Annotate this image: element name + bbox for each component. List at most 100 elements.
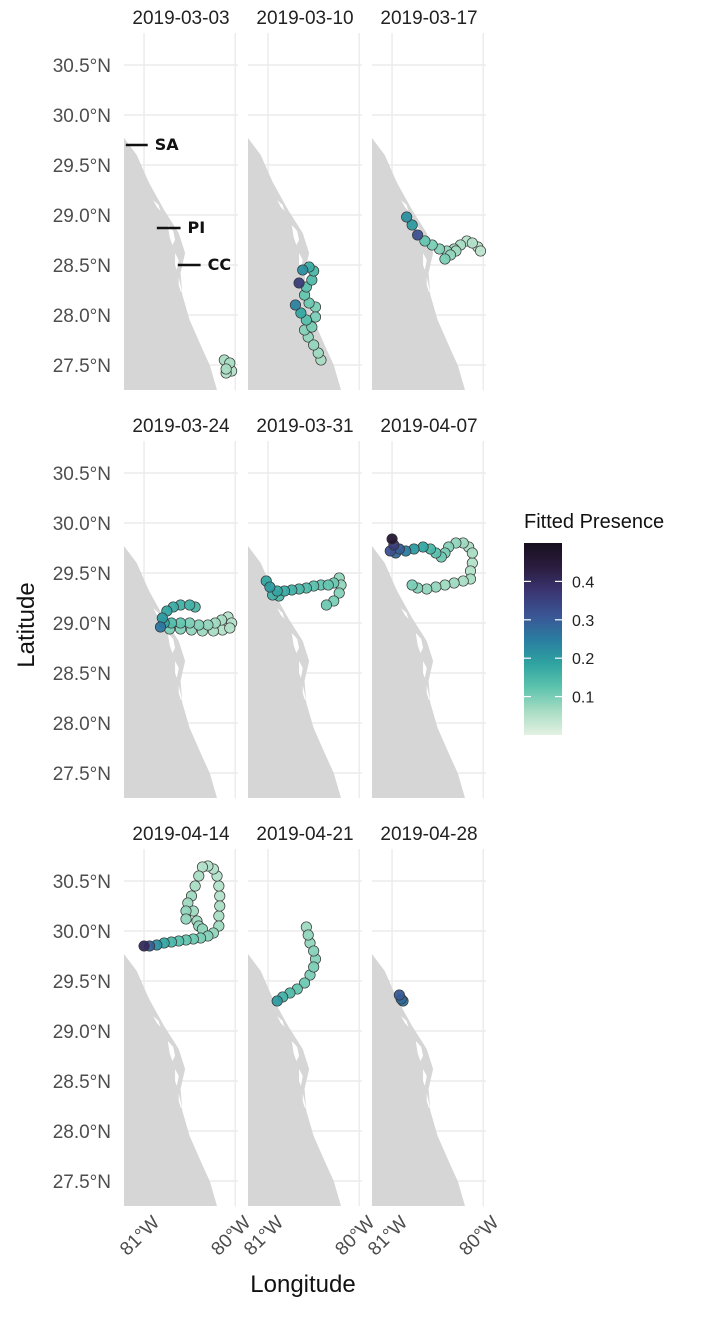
coastline-land [248,954,342,1206]
track-point [193,619,205,631]
track-points [289,261,327,366]
land-layer [124,546,218,798]
legend-tick-label: 0.4 [572,574,594,591]
land-layer [248,138,342,390]
lagoon-water [178,1093,183,1109]
track-point [156,612,168,624]
track-point [401,211,413,223]
track-point [214,900,226,912]
track-point [308,339,320,351]
track-points [271,921,322,1007]
latitude-tick-label: 30.5°N [53,872,111,893]
latitude-tick-label: 28.5°N [53,664,111,685]
track-points [401,211,486,265]
track-point [213,910,225,922]
track-point [320,599,332,611]
lagoon-water [175,1069,179,1086]
coastline-land [248,138,342,390]
lagoon-water [299,1069,303,1086]
track-point [417,541,429,553]
lagoon-water [401,200,409,211]
track-points [384,533,478,595]
longitude-tick-label: 80°W [455,1212,503,1260]
lagoon-water [178,685,183,701]
latitude-tick-label: 28.0°N [53,306,111,327]
track-point [466,547,478,559]
track-point [439,579,451,591]
facet-title: 2019-03-24 [132,416,230,437]
track-point [308,961,320,973]
legend-colorbar [524,543,562,735]
track-point [322,579,334,591]
track-point [448,577,460,589]
longitude-tick-label: 81°W [116,1212,164,1260]
latitude-tick-label: 29.0°N [53,206,111,227]
lagoon-water [175,661,179,678]
lagoon-water [167,633,176,653]
coastline-land [124,546,218,798]
facet-title: 2019-03-10 [256,8,353,29]
latitude-tick-label: 29.5°N [53,156,111,177]
track-point [393,989,405,1001]
latitude-tick-labels: 27.5°N 28.0°N 28.5°N 29.0°N 29.5°N 30.0°N 30.5… [53,56,111,1193]
facet-2019-03-31: 2019-03-31 [248,416,362,798]
track-point [214,890,226,902]
track-points [260,572,347,611]
track-point [457,575,469,587]
track-point [264,581,276,593]
track-point [421,583,433,595]
track-point [466,237,478,249]
latitude-tick-label: 28.5°N [53,256,111,277]
track-point [439,253,451,265]
latitude-tick-label: 27.5°N [53,356,111,377]
track-point [386,533,398,545]
track-point [306,274,318,286]
track-point [474,245,486,257]
lagoon-water [291,1041,300,1061]
latitude-tick-label: 29.5°N [53,564,111,585]
facet-title: 2019-03-31 [256,416,353,437]
track-point [308,945,320,957]
lagoon-water [299,661,303,678]
lagoon-water [167,1041,176,1061]
coastline-land [248,546,342,798]
lagoon-water [277,1016,285,1027]
latitude-tick-label: 30.0°N [53,514,111,535]
coastline-land [372,138,466,390]
facet-title: 2019-04-14 [132,824,230,845]
track-point [430,581,442,593]
latitude-tick-label: 29.5°N [53,972,111,993]
land-layer [372,138,466,390]
track-point [189,880,201,892]
track-point [271,995,283,1007]
annotation-label: SA [155,135,180,154]
lagoon-water [401,608,409,619]
land-layer [124,138,218,390]
legend-title: Fitted Presence [524,511,664,533]
facet-2019-04-28: 2019-04-28 [372,824,486,1206]
track-point [406,579,418,591]
track-point [295,307,307,319]
facet-2019-03-10: 2019-03-10 [248,8,362,390]
land-layer [124,954,218,1206]
legend-tick-label: 0.3 [572,613,594,630]
lagoon-water [423,1069,427,1086]
lagoon-water [153,1016,161,1027]
latitude-tick-label: 28.5°N [53,1072,111,1093]
lagoon-water [153,200,161,211]
facet-title: 2019-04-21 [256,824,353,845]
lagoon-water [302,685,307,701]
lagoon-water [426,685,431,701]
lagoon-water [277,200,285,211]
lagoon-water [167,225,176,245]
facet-title: 2019-04-28 [380,824,477,845]
track-point [297,264,309,276]
latitude-tick-label: 30.0°N [53,922,111,943]
latitude-tick-label: 28.0°N [53,1122,111,1143]
facet-title: 2019-03-03 [132,8,229,29]
color-legend: Fitted Presence 0.1 0.2 0.3 0.4 [524,511,664,735]
